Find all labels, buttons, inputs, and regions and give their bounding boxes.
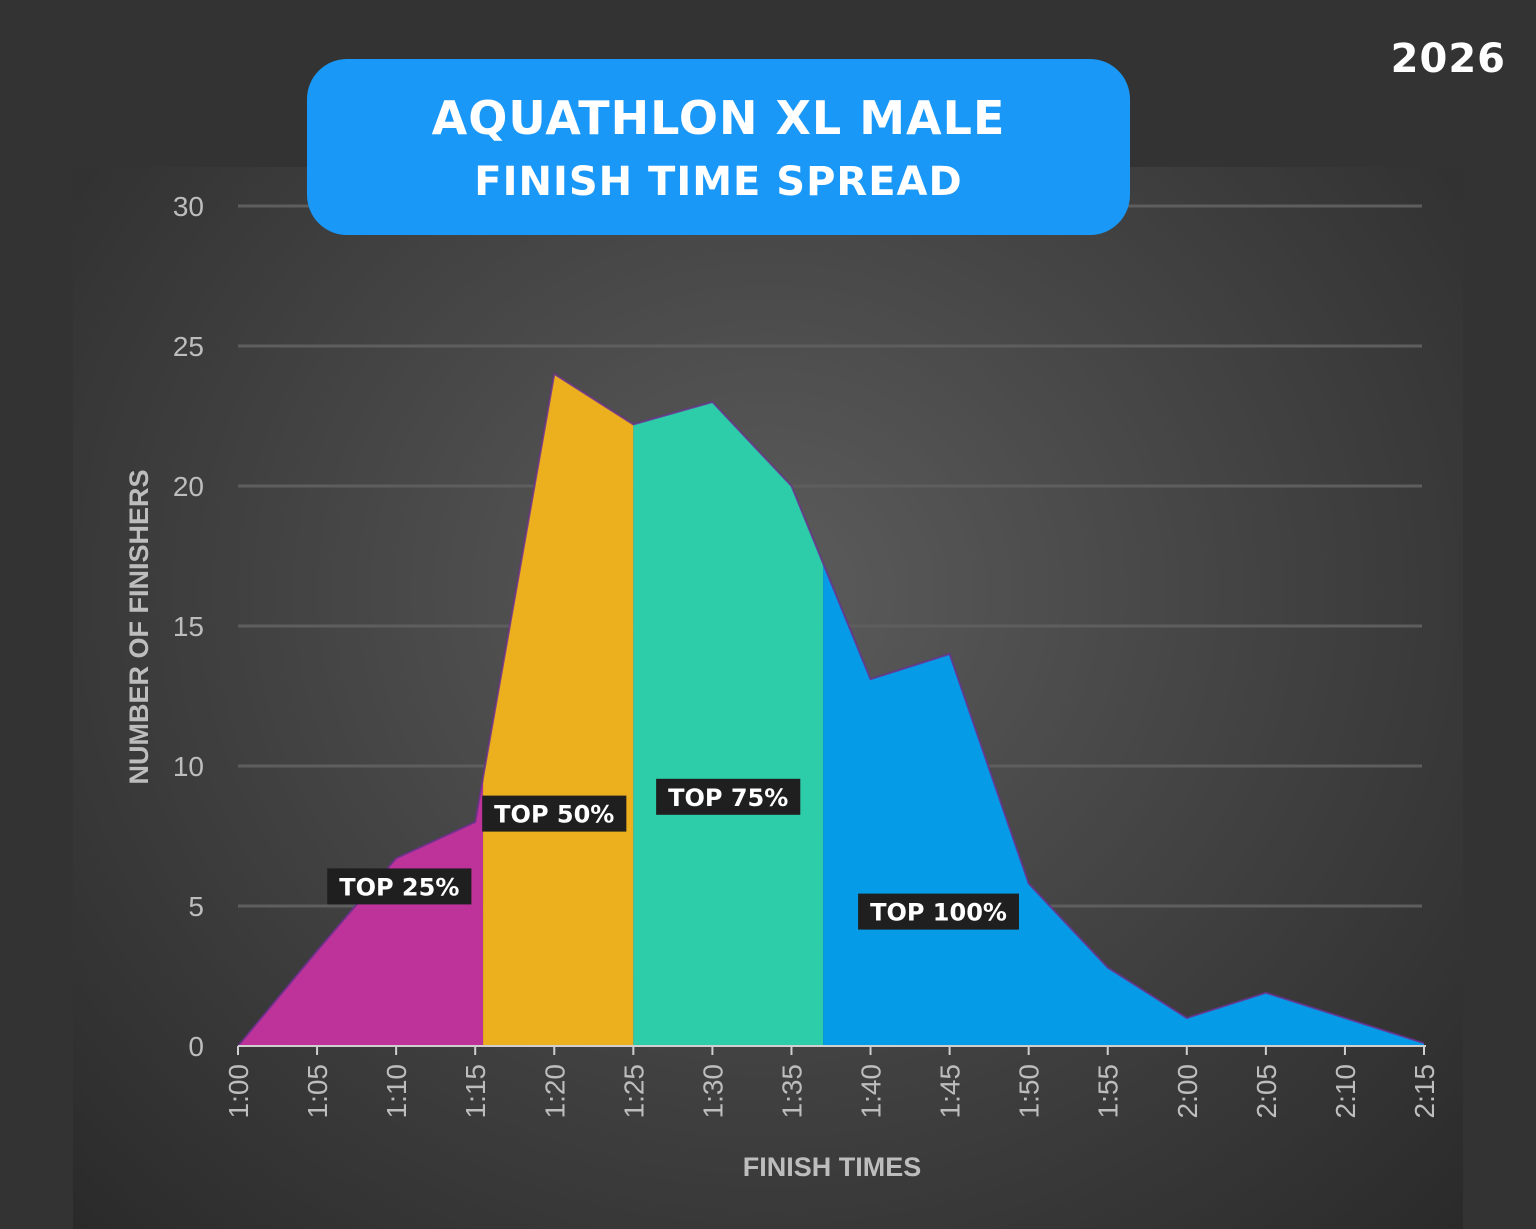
area-bands [237, 372, 1425, 1047]
band-label: TOP 100% [858, 893, 1019, 930]
x-tick-label: 1:40 [856, 1064, 887, 1119]
y-tick-label: 15 [173, 611, 204, 642]
band-label-text: TOP 75% [668, 784, 788, 812]
y-tick-label: 25 [173, 331, 204, 362]
y-tick-label: 20 [173, 471, 204, 502]
chart-subtitle: FINISH TIME SPREAD [474, 159, 963, 205]
x-tick-label: 1:30 [697, 1064, 728, 1119]
band-label: TOP 75% [656, 778, 801, 815]
x-tick-label: 1:50 [1014, 1064, 1045, 1119]
y-tick-label: 10 [173, 751, 204, 782]
x-tick-label: 1:25 [618, 1064, 649, 1119]
band-area-top-50 [483, 374, 634, 1046]
x-tick-label: 1:05 [302, 1064, 333, 1119]
x-tick-labels: 1:00 1:05 1:10 1:15 1:20 1:25 1:30 1:35 1:40 1:45… [223, 1064, 1440, 1119]
year-label: 2026 [1390, 36, 1506, 82]
band-label-bg [858, 893, 1019, 930]
x-tick-label: 1:00 [223, 1064, 254, 1119]
x-tick-label: 1:55 [1093, 1064, 1124, 1119]
x-tick-label: 1:45 [935, 1064, 966, 1119]
title-box: AQUATHLON XL MALE FINISH TIME SPREAD [307, 59, 1130, 235]
band-label: TOP 50% [482, 795, 627, 832]
y-tick-label: 5 [188, 891, 204, 922]
band-label-bg [656, 778, 801, 815]
band-labels: TOP 25% TOP 50% TOP 75% TOP 100% [327, 778, 1019, 930]
x-tick-label: 1:10 [381, 1064, 412, 1119]
band-area-top-25 [238, 777, 484, 1046]
x-tick-label: 2:00 [1172, 1064, 1203, 1119]
x-tick-label: 1:15 [460, 1064, 491, 1119]
band-label-text: TOP 100% [870, 899, 1007, 927]
x-axis [237, 1045, 1426, 1055]
y-tick-label: 30 [173, 191, 204, 222]
band-label-bg [482, 795, 627, 832]
y-tick-labels: 0 5 10 15 20 25 30 [173, 191, 204, 1062]
x-tick-label: 2:10 [1330, 1064, 1361, 1119]
y-tick-label: 0 [188, 1031, 204, 1062]
band-label-text: TOP 50% [494, 801, 614, 829]
band-area-top-75 [633, 402, 824, 1046]
x-axis-label: FINISH TIMES [743, 1152, 922, 1182]
x-tick-label: 2:15 [1409, 1064, 1440, 1119]
chart-title: AQUATHLON XL MALE [431, 91, 1006, 145]
x-tick-label: 2:05 [1251, 1064, 1282, 1119]
band-label-bg [327, 868, 472, 905]
band-label: TOP 25% [327, 868, 472, 905]
band-area-top-100 [823, 563, 1424, 1046]
x-tick-label: 1:20 [539, 1064, 570, 1119]
y-axis-label: NUMBER OF FINISHERS [124, 469, 154, 784]
x-tick-label: 1:35 [776, 1064, 807, 1119]
band-label-text: TOP 25% [339, 873, 459, 901]
area-outline [237, 372, 1425, 1047]
